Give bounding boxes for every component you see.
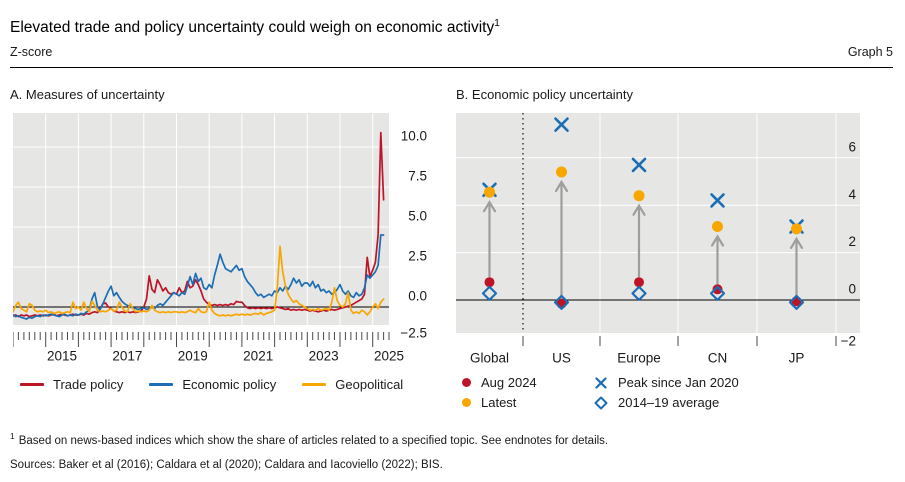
x-marker bbox=[631, 157, 647, 173]
y-tick-label: 5.0 bbox=[408, 209, 427, 224]
y-tick-label: −2 bbox=[841, 334, 856, 349]
page-title: Elevated trade and policy uncertainty co… bbox=[10, 18, 500, 37]
legend-x-marker bbox=[595, 376, 607, 389]
legend-label: Economic policy bbox=[182, 377, 277, 392]
category-label: Europe bbox=[617, 351, 661, 366]
x-axis-labels: 2015 2017 2019 2021 2023 2025 bbox=[47, 349, 404, 364]
category-labels: Global US Europe CN JP bbox=[470, 351, 804, 366]
dot-marker bbox=[634, 277, 644, 288]
diamond-marker bbox=[788, 294, 805, 310]
x-tick-label: 2023 bbox=[309, 349, 339, 364]
dot-marker bbox=[791, 223, 802, 235]
y-tick-label: 7.5 bbox=[408, 169, 427, 184]
diamond-marker bbox=[481, 285, 498, 301]
category-label: CN bbox=[708, 351, 728, 366]
legend-item-economic-policy: Economic policy bbox=[149, 377, 276, 392]
y-tick-label: 0 bbox=[848, 282, 856, 297]
x-axis-ticks bbox=[522, 336, 837, 346]
y-tick-label: 4 bbox=[848, 187, 856, 202]
dot-marker bbox=[712, 284, 723, 295]
legend-label: Peak since Jan 2020 bbox=[618, 375, 739, 390]
legend-item-latest: Latest bbox=[462, 394, 580, 411]
sources-line: Sources: Baker et al (2016); Caldara et … bbox=[10, 459, 443, 471]
footnote-marker: 1 bbox=[10, 431, 15, 441]
dot-marker bbox=[484, 186, 495, 198]
grid-lines bbox=[13, 113, 389, 325]
legend-line-swatch bbox=[302, 383, 327, 386]
category-label: JP bbox=[789, 351, 805, 366]
x-tick-label: 2019 bbox=[178, 349, 208, 364]
x-tick-label: 2021 bbox=[243, 349, 273, 364]
legend-item-2014-19-average: 2014–19 average bbox=[594, 394, 739, 411]
legend-label: Trade policy bbox=[53, 377, 124, 392]
panel-a-title: A. Measures of uncertainty bbox=[10, 87, 165, 102]
unit-label: Z-score bbox=[10, 45, 53, 59]
category-label: US bbox=[552, 351, 571, 366]
y-tick-label: 6 bbox=[848, 139, 856, 154]
x-marker bbox=[554, 117, 569, 132]
legend-label: Aug 2024 bbox=[481, 375, 537, 390]
y-axis-labels: −2.5 0.0 2.5 5.0 7.5 10.0 bbox=[400, 129, 427, 341]
footnote: 1 Based on news-based indices which show … bbox=[10, 431, 608, 447]
dot-marker bbox=[633, 190, 645, 202]
grid-lines bbox=[456, 113, 860, 333]
series-line-geopolitical bbox=[13, 245, 385, 317]
title-footnote-marker: 1 bbox=[494, 18, 500, 30]
latest-markers bbox=[484, 166, 802, 235]
panel-a-line-chart: 2015 2017 2019 2021 2023 2025 −2.5 0.0 2.5 5.0 7.5… bbox=[13, 113, 427, 364]
legend-line-swatch bbox=[20, 383, 44, 386]
x-tick-label: 2017 bbox=[112, 349, 142, 364]
legend-item-geopolitical: Geopolitical bbox=[302, 377, 403, 392]
category-label: Global bbox=[470, 351, 509, 366]
y-tick-label: 0.0 bbox=[408, 289, 427, 304]
diamond-marker bbox=[709, 285, 726, 301]
y-tick-label: 2 bbox=[848, 234, 856, 249]
legend-item-trade-policy: Trade policy bbox=[20, 377, 123, 392]
y-tick-label: 10.0 bbox=[401, 129, 427, 144]
legend-label: Geopolitical bbox=[335, 377, 404, 392]
legend-item-peak-since-jan-2020: Peak since Jan 2020 bbox=[594, 374, 739, 391]
dot-marker bbox=[556, 166, 567, 178]
dot-marker bbox=[484, 277, 495, 288]
x-axis-ticks bbox=[13, 332, 390, 347]
legend-diamond-marker bbox=[594, 396, 608, 409]
legend-label: Latest bbox=[481, 395, 517, 410]
x-tick-label: 2025 bbox=[374, 349, 404, 364]
panel-b-title: B. Economic policy uncertainty bbox=[456, 87, 634, 102]
panel-b-scatter-chart: Global US Europe CN JP −2 0 2 4 6 bbox=[456, 113, 860, 366]
x-tick-label: 2015 bbox=[47, 349, 77, 364]
header-rule bbox=[10, 67, 893, 68]
change-arrows bbox=[482, 179, 804, 299]
page-title-text: Elevated trade and policy uncertainty co… bbox=[10, 19, 495, 37]
x-marker bbox=[710, 193, 725, 208]
average-markers bbox=[481, 285, 805, 310]
legend-label: 2014–19 average bbox=[618, 395, 720, 410]
legend-line-swatch bbox=[149, 383, 174, 386]
y-tick-label: 2.5 bbox=[408, 249, 427, 264]
diamond-marker bbox=[553, 294, 570, 310]
y-tick-label: −2.5 bbox=[400, 326, 427, 341]
legend-item-aug-2024: Aug 2024 bbox=[462, 374, 580, 391]
legend-dot-marker bbox=[462, 378, 471, 387]
panel-b-legend: Aug 2024 Peak since Jan 2020 Latest 2014–19… bbox=[462, 374, 739, 411]
y-axis-labels: −2 0 2 4 6 bbox=[841, 139, 857, 348]
panel-a-legend: Trade policy Economic policy Geopolitical bbox=[20, 377, 403, 392]
dot-marker bbox=[712, 221, 723, 232]
graph-number-label: Graph 5 bbox=[847, 45, 893, 59]
legend-dot-marker bbox=[462, 398, 471, 407]
diamond-marker bbox=[631, 285, 647, 301]
series-line-economic-policy bbox=[13, 234, 385, 320]
footnote-text: Based on news-based indices which show t… bbox=[18, 434, 609, 447]
